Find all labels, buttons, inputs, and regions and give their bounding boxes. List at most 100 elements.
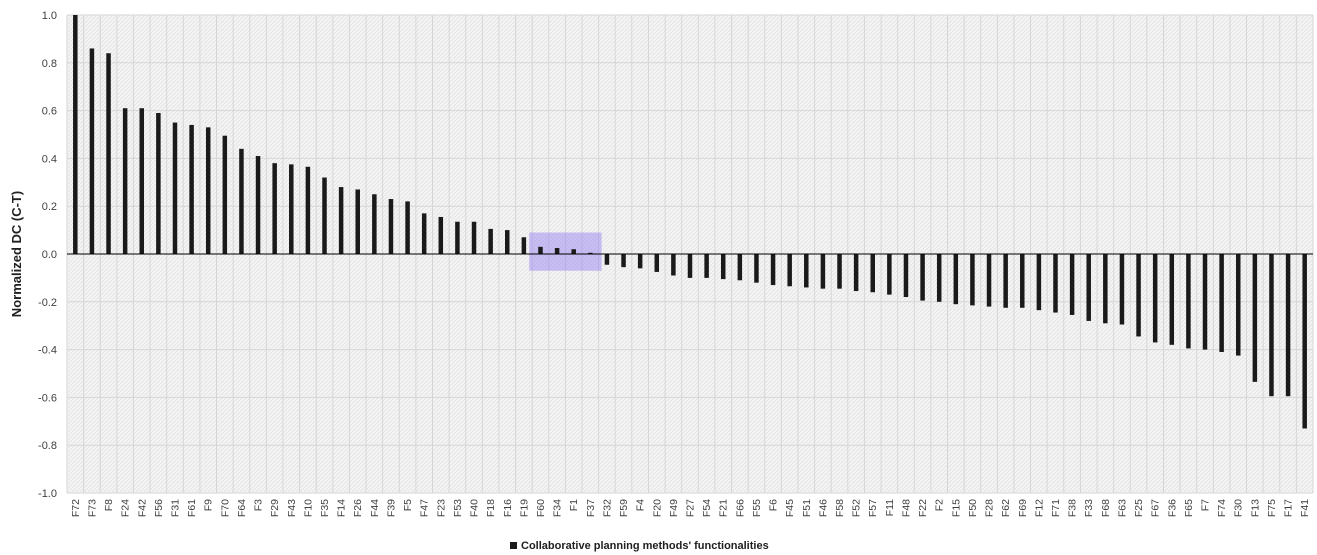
bar-F45 — [787, 254, 792, 287]
bar-F1 — [571, 249, 576, 254]
y-tick-label: 0.0 — [42, 249, 57, 261]
x-tick-label: F65 — [1183, 499, 1195, 517]
bar-F22 — [920, 254, 925, 301]
x-tick-label: F22 — [917, 499, 929, 517]
x-tick-label: F60 — [535, 499, 547, 517]
x-tick-label: F3 — [253, 499, 265, 511]
bar-F49 — [671, 254, 676, 276]
bar-F44 — [372, 194, 377, 254]
x-tick-label: F32 — [601, 499, 613, 517]
bar-F50 — [970, 254, 975, 306]
bar-F51 — [804, 254, 809, 288]
bar-F21 — [720, 254, 726, 280]
x-tick-label: F35 — [319, 499, 331, 517]
bar-F16 — [505, 230, 510, 254]
x-tick-label: F12 — [1033, 499, 1045, 517]
x-tick-label: F5 — [402, 499, 414, 511]
x-tick-label: F28 — [984, 499, 996, 517]
x-tick-label: F2 — [934, 499, 946, 511]
x-tick-label: F64 — [236, 499, 248, 517]
bar-F61 — [189, 124, 194, 254]
x-tick-label: F68 — [1100, 499, 1112, 517]
bar-F75 — [1269, 254, 1274, 397]
x-tick-label: F43 — [286, 499, 298, 517]
bar-F57 — [870, 254, 875, 293]
bar-F65 — [1186, 254, 1191, 349]
x-tick-label: F33 — [1083, 499, 1095, 517]
x-tick-label: F8 — [103, 499, 115, 511]
bar-F20 — [654, 254, 660, 272]
bar-F71 — [1053, 254, 1058, 313]
bar-F41 — [1302, 254, 1307, 429]
x-tick-label: F9 — [203, 499, 215, 511]
x-tick-label: F50 — [967, 499, 979, 517]
x-tick-label: F73 — [86, 499, 98, 517]
bar-F54 — [704, 254, 709, 278]
y-tick-label: 1.0 — [42, 10, 57, 22]
bar-F46 — [820, 254, 826, 289]
x-tick-label: F44 — [369, 499, 381, 517]
bar-F36 — [1169, 254, 1175, 345]
bar-F68 — [1103, 254, 1108, 324]
bar-F30 — [1235, 254, 1241, 356]
y-axis-title: Normalized DC (C-T) — [9, 191, 24, 317]
bar-F31 — [172, 122, 178, 254]
x-tick-label: F10 — [302, 499, 314, 517]
y-tick-label: -0.6 — [38, 392, 57, 404]
x-tick-label: F13 — [1249, 499, 1261, 517]
x-tick-label: F1 — [568, 499, 580, 511]
bar-F3 — [255, 156, 261, 254]
bar-F13 — [1252, 254, 1258, 382]
bar-F47 — [421, 213, 427, 254]
bar-F52 — [853, 254, 859, 292]
bar-F73 — [89, 48, 95, 255]
y-tick-label: -0.4 — [38, 345, 57, 357]
bar-F59 — [621, 254, 626, 268]
bar-F43 — [289, 164, 294, 254]
x-tick-label: F45 — [784, 499, 796, 517]
bar-F28 — [986, 254, 992, 307]
bar-F25 — [1136, 254, 1141, 337]
x-tick-label: F16 — [502, 499, 514, 517]
x-tick-label: F39 — [385, 499, 397, 517]
x-tick-label: F54 — [701, 499, 713, 517]
x-tick-label: F67 — [1150, 499, 1162, 517]
bar-F60 — [538, 246, 543, 254]
bar-F29 — [272, 163, 277, 254]
x-tick-label: F7 — [1200, 499, 1212, 511]
bar-F35 — [322, 177, 327, 254]
x-tick-label: F38 — [1067, 499, 1079, 517]
bar-F58 — [837, 254, 842, 289]
x-tick-label: F61 — [186, 499, 198, 517]
x-tick-label: F53 — [452, 499, 464, 517]
legend: Collaborative planning methods' function… — [510, 540, 769, 552]
bar-F2 — [936, 254, 942, 302]
bar-F8 — [106, 53, 111, 254]
bar-F7 — [1202, 254, 1208, 350]
bar-F11 — [887, 254, 892, 295]
x-tick-label: F19 — [518, 499, 530, 517]
bar-F55 — [754, 254, 759, 283]
x-tick-label: F14 — [336, 499, 348, 517]
x-tick-label: F20 — [651, 499, 663, 517]
x-tick-label: F18 — [485, 499, 497, 517]
x-tick-label: F52 — [851, 499, 863, 517]
x-tick-label: F27 — [685, 499, 697, 517]
x-tick-label: F40 — [469, 499, 481, 517]
legend-label: Collaborative planning methods' function… — [521, 540, 769, 552]
x-tick-label: F69 — [1017, 499, 1029, 517]
y-tick-label: -0.2 — [38, 297, 57, 309]
x-tick-label: F66 — [734, 499, 746, 517]
x-tick-label: F48 — [900, 499, 912, 517]
x-tick-label: F24 — [120, 499, 132, 517]
bar-F64 — [239, 148, 244, 254]
bar-F70 — [222, 135, 228, 254]
x-tick-label: F37 — [585, 499, 597, 517]
y-tick-label: 0.4 — [42, 153, 57, 165]
x-tick-label: F55 — [751, 499, 763, 517]
x-tick-label: F29 — [269, 499, 281, 517]
x-tick-label: F15 — [950, 499, 962, 517]
x-tick-label: F31 — [169, 499, 181, 517]
bar-F53 — [455, 221, 460, 254]
